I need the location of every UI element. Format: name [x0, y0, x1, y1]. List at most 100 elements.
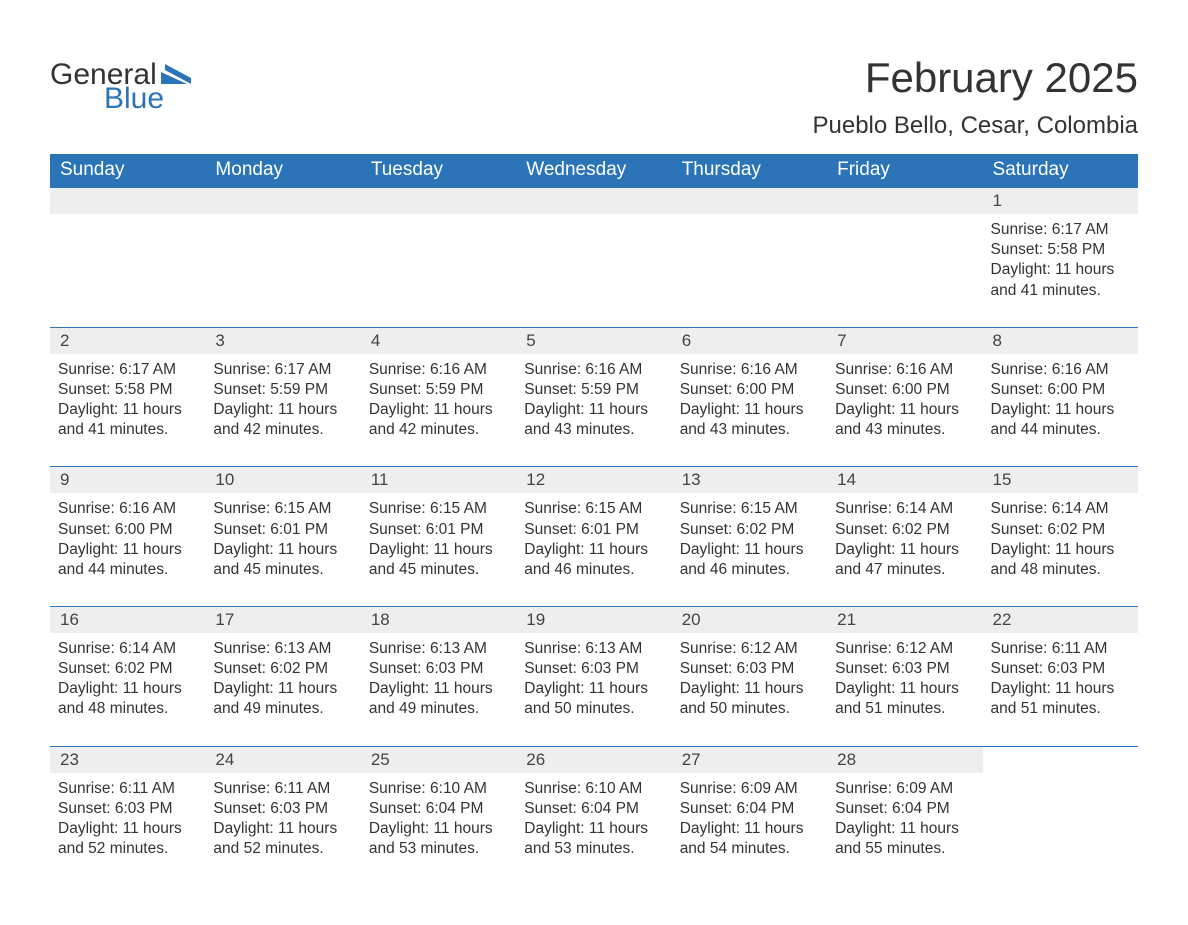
calendar-day-cell: 10 Sunrise: 6:15 AMSunset: 6:01 PMDayligh…	[205, 467, 360, 607]
daylight-line: Daylight: 11 hours and 46 minutes.	[680, 540, 819, 580]
daylight-line: Daylight: 11 hours and 42 minutes.	[369, 400, 508, 440]
calendar-day-cell: 12Sunrise: 6:15 AMSunset: 6:01 PMDayligh…	[516, 467, 671, 607]
sunset-line: Sunset: 6:02 PM	[835, 520, 974, 540]
calendar-table: SundayMondayTuesdayWednesdayThursdayFrid…	[50, 154, 1138, 885]
calendar-week-row: 1Sunrise: 6:17 AMSunset: 5:58 PMDaylight…	[50, 188, 1138, 328]
sunset-line: Sunset: 6:03 PM	[213, 799, 352, 819]
sunset-line: Sunset: 5:59 PM	[524, 380, 663, 400]
calendar-day-cell: 8Sunrise: 6:16 AMSunset: 6:00 PMDaylight…	[983, 327, 1138, 467]
day-number: 7	[827, 328, 982, 354]
day-info: Sunrise: 6:12 AMSunset: 6:03 PMDaylight:…	[835, 637, 974, 720]
sunrise-line: Sunrise: 6:16 AM	[369, 360, 508, 380]
sunrise-line: Sunrise: 6:13 AM	[369, 639, 508, 659]
daylight-line: Daylight: 11 hours and 53 minutes.	[369, 819, 508, 859]
month-year-title: February 2025	[812, 54, 1138, 102]
day-number: 6	[672, 328, 827, 354]
calendar-day-cell: 11Sunrise: 6:15 AMSunset: 6:01 PMDayligh…	[361, 467, 516, 607]
day-number: 1	[983, 188, 1138, 214]
sunset-line: Sunset: 6:04 PM	[524, 799, 663, 819]
day-number: 9	[50, 467, 205, 493]
sunrise-line: Sunrise: 6:17 AM	[991, 220, 1130, 240]
sunset-line: Sunset: 6:02 PM	[680, 520, 819, 540]
sunset-line: Sunset: 6:04 PM	[835, 799, 974, 819]
sunset-line: Sunset: 6:03 PM	[369, 659, 508, 679]
daylight-line: Daylight: 11 hours and 41 minutes.	[58, 400, 197, 440]
day-number: 12	[516, 467, 671, 493]
calendar-day-cell: 13Sunrise: 6:15 AMSunset: 6:02 PMDayligh…	[672, 467, 827, 607]
sunrise-line: Sunrise: 6:13 AM	[213, 639, 352, 659]
calendar-day-cell: 7 Sunrise: 6:16 AMSunset: 6:00 PMDaylight…	[827, 327, 982, 467]
calendar-day-cell: 4Sunrise: 6:16 AMSunset: 5:59 PMDaylight…	[361, 327, 516, 467]
day-info: Sunrise: 6:14 AMSunset: 6:02 PMDaylight:…	[835, 497, 974, 580]
day-info: Sunrise: 6:16 AMSunset: 6:00 PMDaylight:…	[835, 358, 974, 441]
sunrise-line: Sunrise: 6:15 AM	[213, 499, 352, 519]
sunrise-line: Sunrise: 6:12 AM	[835, 639, 974, 659]
sunset-line: Sunset: 6:02 PM	[991, 520, 1130, 540]
weekday-header: Tuesday	[361, 154, 516, 188]
daylight-line: Daylight: 11 hours and 45 minutes.	[213, 540, 352, 580]
day-info: Sunrise: 6:15 AMSunset: 6:02 PMDaylight:…	[680, 497, 819, 580]
day-info: Sunrise: 6:10 AMSunset: 6:04 PMDaylight:…	[524, 777, 663, 860]
day-number: 5	[516, 328, 671, 354]
calendar-day-cell: 1Sunrise: 6:17 AMSunset: 5:58 PMDaylight…	[983, 188, 1138, 328]
daylight-line: Daylight: 11 hours and 53 minutes.	[524, 819, 663, 859]
day-number: 21	[827, 607, 982, 633]
sunrise-line: Sunrise: 6:12 AM	[680, 639, 819, 659]
day-info: Sunrise: 6:12 AMSunset: 6:03 PMDaylight:…	[680, 637, 819, 720]
sunrise-line: Sunrise: 6:15 AM	[369, 499, 508, 519]
weekday-header: Monday	[205, 154, 360, 188]
sunset-line: Sunset: 5:59 PM	[213, 380, 352, 400]
calendar-week-row: 16Sunrise: 6:14 AMSunset: 6:02 PMDayligh…	[50, 606, 1138, 746]
day-info: Sunrise: 6:16 AMSunset: 6:00 PMDaylight:…	[58, 497, 197, 580]
calendar-day-cell: 5Sunrise: 6:16 AMSunset: 5:59 PMDaylight…	[516, 327, 671, 467]
day-number: 27	[672, 747, 827, 773]
day-info: Sunrise: 6:13 AMSunset: 6:03 PMDaylight:…	[369, 637, 508, 720]
day-number: 10	[205, 467, 360, 493]
sunrise-line: Sunrise: 6:10 AM	[524, 779, 663, 799]
daylight-line: Daylight: 11 hours and 47 minutes.	[835, 540, 974, 580]
day-info: Sunrise: 6:15 AMSunset: 6:01 PMDaylight:…	[213, 497, 352, 580]
day-info: Sunrise: 6:16 AMSunset: 5:59 PMDaylight:…	[369, 358, 508, 441]
sunrise-line: Sunrise: 6:15 AM	[680, 499, 819, 519]
day-info: Sunrise: 6:10 AMSunset: 6:04 PMDaylight:…	[369, 777, 508, 860]
calendar-empty-cell	[516, 188, 671, 328]
daylight-line: Daylight: 11 hours and 44 minutes.	[991, 400, 1130, 440]
calendar-day-cell: 26Sunrise: 6:10 AMSunset: 6:04 PMDayligh…	[516, 746, 671, 885]
calendar-empty-cell	[983, 746, 1138, 885]
empty-daynum-strip	[827, 188, 982, 214]
day-number: 23	[50, 747, 205, 773]
sunset-line: Sunset: 6:04 PM	[680, 799, 819, 819]
empty-daynum-strip	[672, 188, 827, 214]
sunset-line: Sunset: 6:02 PM	[213, 659, 352, 679]
day-info: Sunrise: 6:11 AMSunset: 6:03 PMDaylight:…	[213, 777, 352, 860]
calendar-week-row: 23 Sunrise: 6:11 AMSunset: 6:03 PMDayligh…	[50, 746, 1138, 885]
calendar-day-cell: 14Sunrise: 6:14 AMSunset: 6:02 PMDayligh…	[827, 467, 982, 607]
calendar-day-cell: 3Sunrise: 6:17 AMSunset: 5:59 PMDaylight…	[205, 327, 360, 467]
daylight-line: Daylight: 11 hours and 42 minutes.	[213, 400, 352, 440]
sunset-line: Sunset: 6:00 PM	[991, 380, 1130, 400]
calendar-day-cell: 16Sunrise: 6:14 AMSunset: 6:02 PMDayligh…	[50, 606, 205, 746]
day-info: Sunrise: 6:11 AMSunset: 6:03 PMDaylight:…	[991, 637, 1130, 720]
calendar-empty-cell	[50, 188, 205, 328]
sunrise-line: Sunrise: 6:15 AM	[524, 499, 663, 519]
calendar-day-cell: 25Sunrise: 6:10 AMSunset: 6:04 PMDayligh…	[361, 746, 516, 885]
daylight-line: Daylight: 11 hours and 52 minutes.	[58, 819, 197, 859]
empty-daynum-strip	[50, 188, 205, 214]
empty-daynum-strip	[361, 188, 516, 214]
sunset-line: Sunset: 5:58 PM	[991, 240, 1130, 260]
weekday-header-row: SundayMondayTuesdayWednesdayThursdayFrid…	[50, 154, 1138, 188]
daylight-line: Daylight: 11 hours and 45 minutes.	[369, 540, 508, 580]
day-number: 22	[983, 607, 1138, 633]
calendar-day-cell: 27Sunrise: 6:09 AMSunset: 6:04 PMDayligh…	[672, 746, 827, 885]
sunset-line: Sunset: 6:03 PM	[835, 659, 974, 679]
daylight-line: Daylight: 11 hours and 48 minutes.	[991, 540, 1130, 580]
daylight-line: Daylight: 11 hours and 51 minutes.	[835, 679, 974, 719]
sunset-line: Sunset: 6:03 PM	[680, 659, 819, 679]
day-number: 20	[672, 607, 827, 633]
day-number: 8	[983, 328, 1138, 354]
day-info: Sunrise: 6:16 AMSunset: 6:00 PMDaylight:…	[680, 358, 819, 441]
daylight-line: Daylight: 11 hours and 50 minutes.	[680, 679, 819, 719]
daylight-line: Daylight: 11 hours and 50 minutes.	[524, 679, 663, 719]
weekday-header: Saturday	[983, 154, 1138, 188]
calendar-day-cell: 9 Sunrise: 6:16 AMSunset: 6:00 PMDaylight…	[50, 467, 205, 607]
